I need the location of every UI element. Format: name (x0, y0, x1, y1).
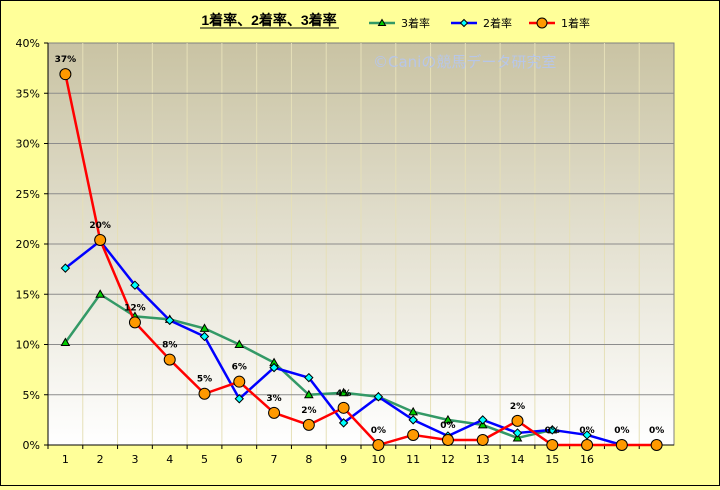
data-point-1st-rate (441, 433, 454, 446)
data-label: 12% (124, 303, 146, 313)
data-label: 0% (371, 426, 386, 436)
y-tick-label: 20% (16, 238, 40, 251)
data-point-1st-rate (372, 439, 385, 451)
data-point-2nd-rate (60, 263, 71, 273)
x-tick-label: 16 (580, 453, 594, 466)
x-tick-label: 4 (166, 453, 173, 466)
x-tick-label: 14 (511, 453, 525, 466)
data-point-1st-rate (163, 353, 176, 366)
data-label: 4% (336, 389, 351, 399)
data-point-2nd-rate (478, 415, 488, 425)
data-point-1st-rate (615, 439, 628, 451)
legend-marker (536, 17, 548, 29)
data-point-1st-rate (198, 387, 211, 400)
data-point-1st-rate (581, 439, 594, 451)
watermark: ©Caniの競馬データ研究室 (373, 53, 556, 71)
data-label: 0% (545, 426, 560, 436)
data-label: 0% (579, 426, 594, 436)
data-point-3rd-rate (443, 414, 453, 424)
data-point-1st-rate (94, 233, 107, 246)
data-label: 20% (89, 221, 111, 231)
data-point-2nd-rate (199, 331, 210, 342)
data-point-1st-rate (337, 401, 350, 414)
data-point-1st-rate (546, 439, 559, 451)
data-point-3rd-rate (60, 337, 71, 346)
legend-item-3rd-rate: 3着率 (369, 16, 430, 30)
data-point-1st-rate (476, 433, 489, 446)
data-label: 0% (440, 421, 455, 431)
x-tick-label: 2 (97, 453, 104, 466)
y-tick-label: 35% (16, 87, 40, 100)
legend-marker (377, 18, 387, 26)
data-point-2nd-rate (373, 392, 384, 402)
legend-label: 1着率 (561, 16, 590, 30)
x-tick-label: 8 (305, 453, 312, 466)
data-point-3rd-rate (199, 323, 210, 332)
data-point-2nd-rate (338, 418, 349, 428)
data-label: 0% (649, 426, 664, 436)
data-label: 2% (510, 402, 525, 412)
y-tick-label: 0% (23, 439, 40, 452)
legend-item-2nd-rate: 2着率 (451, 16, 512, 30)
x-tick-label: 9 (340, 453, 347, 466)
data-point-1st-rate (59, 68, 72, 81)
x-tick-label: 7 (271, 453, 278, 466)
legend: 3着率 2着率 1着率 (369, 16, 590, 30)
y-tick-label: 30% (16, 138, 40, 151)
x-tick-label: 11 (406, 453, 420, 466)
data-point-1st-rate (233, 375, 246, 388)
x-tick-label: 3 (131, 453, 138, 466)
axes: 0%5%10%15%20%25%30%35%40%1 2 3 4 5 6 7 8 9 10 11 12… (16, 37, 674, 466)
legend-item-1st-rate: 1着率 (529, 16, 590, 30)
legend-label: 2着率 (483, 16, 512, 30)
data-labels: 37% 20% 12% 8% 5% 6% 3% 2% 4% 0% 0% 2% 0% 0% 0% 0% (55, 55, 665, 436)
data-point-1st-rate (650, 439, 663, 451)
data-point-1st-rate (511, 414, 524, 427)
data-label: 37% (55, 55, 77, 65)
y-tick-label: 40% (16, 37, 40, 50)
y-tick-label: 15% (16, 288, 40, 301)
x-tick-label: 13 (476, 453, 490, 466)
data-point-1st-rate (268, 406, 281, 419)
data-point-3rd-rate (408, 406, 419, 416)
data-point-3rd-rate (95, 289, 106, 298)
x-tick-label: 15 (545, 453, 559, 466)
x-tick-label: 10 (371, 453, 385, 466)
data-point-2nd-rate (547, 425, 557, 435)
data-label: 0% (614, 426, 629, 436)
data-point-1st-rate (407, 428, 420, 441)
data-point-2nd-rate (582, 430, 592, 440)
legend-marker (459, 18, 469, 28)
x-tick-label: 6 (236, 453, 243, 466)
y-tick-label: 25% (16, 188, 40, 201)
data-point-2nd-rate (269, 362, 279, 373)
legend-label: 3着率 (401, 16, 430, 30)
data-label: 6% (232, 363, 247, 373)
data-label: 8% (162, 341, 177, 351)
x-tick-label: 12 (441, 453, 455, 466)
chart-title: 1着率、2着率、3着率 (201, 12, 336, 28)
data-point-2nd-rate (165, 315, 175, 326)
x-tick-label: 1 (62, 453, 69, 466)
y-tick-label: 5% (23, 389, 40, 402)
data-label: 5% (197, 375, 212, 385)
data-point-2nd-rate (408, 415, 418, 425)
data-point-3rd-rate (338, 387, 349, 397)
series-1st-rate (59, 68, 663, 451)
x-tick-label: 5 (201, 453, 208, 466)
data-point-3rd-rate (234, 339, 245, 348)
data-point-3rd-rate (303, 389, 314, 399)
data-point-1st-rate (302, 418, 315, 431)
data-label: 3% (266, 394, 281, 404)
series-group (59, 68, 663, 451)
data-point-2nd-rate (234, 394, 244, 404)
data-point-1st-rate (128, 316, 141, 329)
data-point-2nd-rate (130, 280, 140, 290)
data-point-2nd-rate (512, 428, 523, 438)
data-point-2nd-rate (304, 372, 314, 383)
y-tick-label: 10% (16, 339, 40, 352)
data-label: 2% (301, 406, 316, 416)
